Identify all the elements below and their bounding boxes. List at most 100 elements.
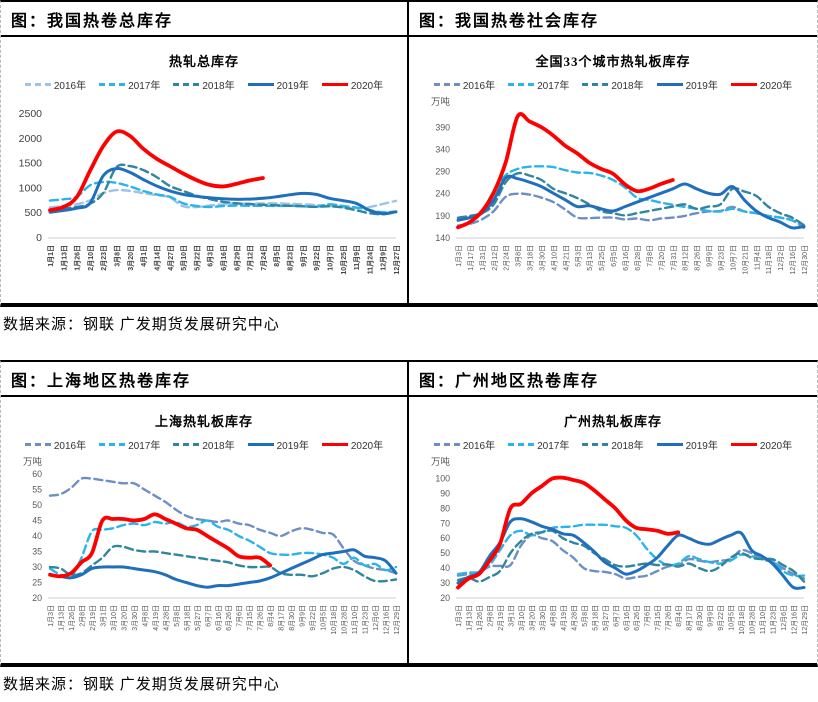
legend-label: 2017年 — [128, 441, 161, 452]
x-axis-tick-label: 5月25日 — [598, 245, 606, 271]
x-axis-tick-label: 1月26日 — [68, 605, 76, 631]
x-axis-tick-label: 7月8日 — [646, 245, 654, 267]
x-axis-tick-label: 3月8日 — [515, 245, 523, 267]
legend-item-2016: 2016年 — [24, 437, 86, 452]
legend-label: 2017年 — [128, 81, 161, 92]
x-axis-tick-label: 11月18日 — [765, 245, 773, 274]
x-axis-tick-label: 4月28日 — [570, 605, 578, 631]
x-axis-tick-label: 1月17日 — [467, 245, 475, 271]
x-axis-tick-label: 12月9日 — [380, 245, 388, 271]
x-axis-tick-label: 4月8日 — [549, 605, 557, 627]
legend-label: 2018年 — [202, 441, 235, 452]
x-axis-tick-label: 6月26日 — [633, 605, 641, 631]
legend-label: 2020年 — [350, 441, 384, 452]
x-axis-tick-label: 6月16日 — [623, 605, 631, 631]
legend-label: 2017年 — [537, 441, 570, 452]
x-axis-tick-label: 7月31日 — [670, 245, 678, 271]
legend-label: 2018年 — [611, 81, 644, 92]
series-2016 — [456, 533, 806, 580]
x-axis-tick-label: 11月4日 — [753, 245, 761, 270]
legend-label: 2016年 — [462, 81, 496, 92]
y-axis-tick-label: 2000 — [19, 133, 43, 145]
x-axis-tick-label: 10月21日 — [741, 245, 749, 275]
legend-item-2019: 2019年 — [656, 77, 718, 92]
x-axis-tick-label: 12月30日 — [801, 245, 809, 275]
x-axis-tick-label: 2月24日 — [503, 245, 511, 271]
series-2016 — [456, 192, 806, 229]
x-axis-tick-label: 1月1日 — [47, 245, 55, 267]
x-axis-tick-label: 3月20日 — [127, 245, 135, 271]
y-axis-tick-label: 0 — [36, 232, 42, 244]
series-2019 — [48, 548, 398, 589]
x-axis-tick-label: 7月26日 — [257, 605, 265, 631]
x-axis-tick-label: 10月18日 — [738, 605, 746, 635]
chart-legend: 2016年 2017年 2018年 2019年 2020年 — [412, 77, 814, 92]
series-2018 — [48, 544, 398, 583]
y-axis-tick-label: 2500 — [19, 108, 43, 120]
legend-line-swatch — [99, 443, 126, 446]
x-axis-tick-label: 5月13日 — [586, 245, 594, 271]
series-2016 — [48, 476, 398, 575]
x-axis-tick-label: 7月15日 — [246, 605, 254, 631]
x-axis-tick-label: 12月2日 — [777, 245, 785, 271]
series-2019 — [456, 517, 806, 590]
x-axis-tick-label: 12月29日 — [801, 605, 809, 635]
y-axis-tick-label: 55 — [32, 485, 42, 495]
y-axis-tick-label: 20 — [32, 593, 42, 603]
x-axis-tick-label: 3月30日 — [131, 605, 139, 631]
x-axis-tick-label: 1月13日 — [60, 245, 68, 271]
y-axis-unit-label: 万吨 — [23, 456, 43, 468]
x-axis-tick-label: 5月18日 — [183, 605, 191, 631]
x-axis-tick-label: 11月10日 — [351, 605, 359, 634]
x-axis-tick-label: 9月22日 — [717, 605, 725, 631]
chart-legend: 2016年 2017年 2018年 2019年 2020年 — [4, 437, 404, 452]
x-axis-tick-label: 4月19日 — [152, 605, 160, 631]
x-axis-tick-label: 4月10日 — [550, 245, 558, 271]
legend-line-swatch — [24, 443, 51, 446]
x-axis-tick-label: 12月6日 — [780, 605, 788, 631]
chart-legend: 2016年 2017年 2018年 2019年 2020年 — [412, 437, 814, 452]
x-axis-tick-label: 12月6日 — [372, 605, 380, 631]
x-axis-tick-label: 3月20日 — [120, 605, 128, 631]
legend-item-2020: 2020年 — [321, 437, 384, 452]
x-axis-tick-label: 10月18日 — [330, 605, 338, 635]
legend-label: 2020年 — [759, 441, 793, 452]
legend-item-2019: 2019年 — [656, 437, 718, 452]
legend-line-swatch — [247, 443, 274, 446]
chart-national-social-inventory: 全国33个城市热轧板库存 2016年 2017年 2018年 2019年 2020年 万吨 1… — [409, 37, 817, 303]
legend-item-2018: 2018年 — [582, 437, 644, 452]
y-axis-tick-label: 60 — [32, 469, 42, 479]
panel-guangzhou: 图：广州地区热卷库存 广州热轧板库存 2016年 2017年 2018年 2019年 20… — [409, 362, 817, 663]
legend-item-2018: 2018年 — [173, 437, 235, 452]
x-axis-tick-label: 4月28日 — [162, 605, 170, 631]
x-axis-tick-label: 8月17日 — [278, 605, 286, 631]
legend-line-swatch — [582, 83, 609, 86]
y-axis-tick-label: 290 — [435, 167, 450, 177]
y-axis-tick-label: 100 — [435, 473, 450, 483]
plot-area: 0 500 1000 1500 2000 2500 1月1日 1月13日 1月26日 2月10日 2… — [19, 108, 401, 275]
y-axis-tick-label: 90 — [440, 488, 450, 498]
chart-national-total-inventory: 热轧总库存 2016年 2017年 2018年 2019年 2020年 0 500 1000 15… — [1, 37, 407, 303]
x-axis-tick-label: 2月12日 — [491, 245, 499, 271]
legend-line-swatch — [433, 443, 460, 446]
y-axis-tick-label: 35 — [32, 547, 42, 557]
x-axis-tick-label: 10月28日 — [749, 605, 757, 635]
legend-line-swatch — [508, 83, 535, 86]
series-2017 — [48, 519, 398, 579]
y-axis-tick-label: 30 — [440, 578, 450, 588]
x-axis-tick-label: 8月26日 — [694, 245, 702, 271]
x-axis-tick-label: 4月21日 — [562, 245, 570, 271]
x-axis-tick-label: 2月8日 — [486, 605, 494, 627]
legend-item-2017: 2017年 — [508, 437, 569, 452]
x-axis-tick-label: 8月30日 — [288, 605, 296, 631]
chart-shanghai-inventory: 上海热轧板库存 2016年 2017年 2018年 2019年 2020年 万吨 20 25 30… — [1, 397, 407, 663]
x-axis-tick-label: 3月1日 — [507, 605, 515, 627]
y-axis-tick-label: 20 — [440, 593, 450, 603]
series-2018 — [456, 529, 806, 583]
x-axis-tick-label: 4月19日 — [560, 605, 568, 631]
x-axis-tick-label: 6月26日 — [225, 605, 233, 631]
x-axis-tick-label: 6月16日 — [220, 245, 228, 271]
x-axis-tick-label: 6月3日 — [207, 245, 215, 267]
series-2020 — [48, 129, 265, 213]
x-axis-tick-label: 5月22日 — [193, 245, 201, 271]
